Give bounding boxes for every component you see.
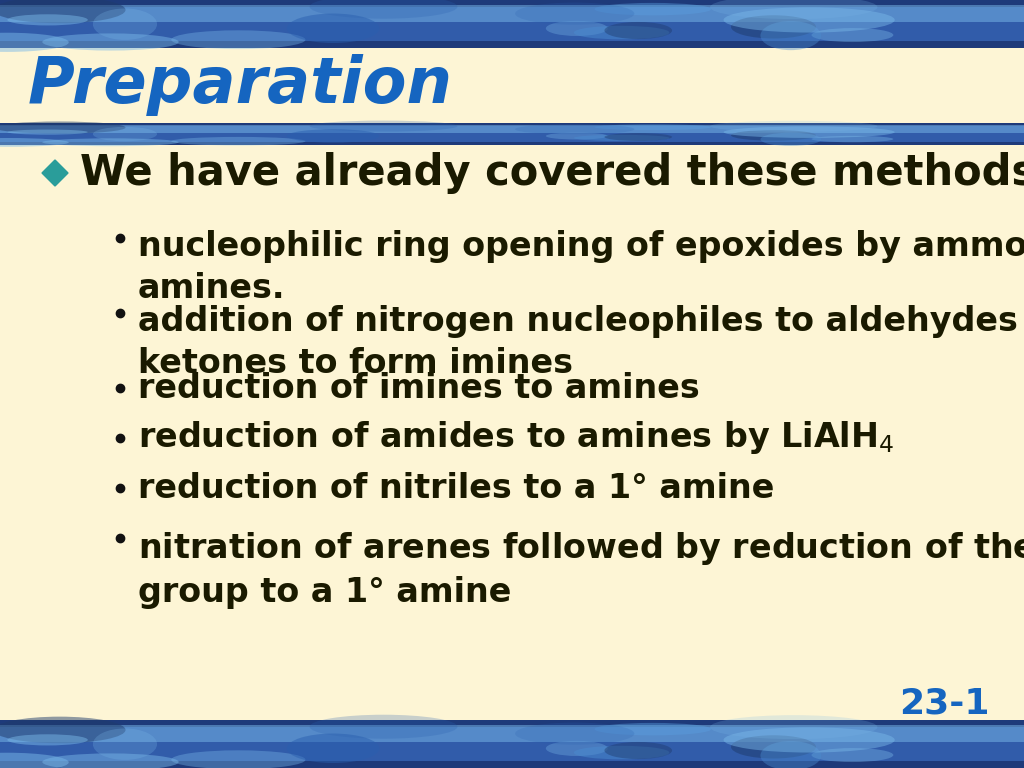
Text: reduction of amides to amines by LiAlH$_4$: reduction of amides to amines by LiAlH$_… [138,419,894,456]
Ellipse shape [710,715,878,739]
Ellipse shape [604,742,672,759]
Ellipse shape [287,14,380,43]
Ellipse shape [573,26,670,39]
Bar [0,123,1024,145]
Ellipse shape [93,729,157,760]
Text: We have already covered these methods: We have already covered these methods [80,152,1024,194]
Ellipse shape [42,753,178,768]
Ellipse shape [731,735,816,759]
Bar [0,7,1024,41]
Ellipse shape [93,127,157,141]
Ellipse shape [0,0,126,23]
Ellipse shape [171,137,305,145]
Ellipse shape [515,124,635,134]
Text: reduction of imines to amines: reduction of imines to amines [138,372,699,405]
Ellipse shape [604,133,672,141]
Ellipse shape [811,748,893,762]
Ellipse shape [0,121,126,134]
Bar [0,725,1024,742]
Ellipse shape [731,15,816,38]
Bar [0,0,1024,48]
Ellipse shape [287,733,380,763]
Ellipse shape [604,22,672,39]
Ellipse shape [93,8,157,40]
Bar [0,125,1024,133]
Ellipse shape [761,21,821,50]
Text: Preparation: Preparation [28,54,453,116]
Text: nucleophilic ring opening of epoxides by ammonia and
amines.: nucleophilic ring opening of epoxides by… [138,230,1024,305]
Ellipse shape [761,133,821,146]
Ellipse shape [546,21,608,36]
Text: reduction of nitriles to a 1° amine: reduction of nitriles to a 1° amine [138,472,774,505]
Ellipse shape [0,138,69,147]
Ellipse shape [710,0,878,19]
Ellipse shape [7,130,88,134]
Ellipse shape [42,34,178,51]
Ellipse shape [811,136,893,142]
Text: addition of nitrogen nucleophiles to aldehydes and
ketones to form imines: addition of nitrogen nucleophiles to ald… [138,305,1024,380]
Ellipse shape [171,30,305,49]
Bar [0,727,1024,761]
Text: 23-1: 23-1 [899,686,990,720]
Ellipse shape [573,135,670,141]
Bar [0,720,1024,768]
Bar [0,5,1024,22]
Polygon shape [42,160,68,186]
Ellipse shape [595,723,712,736]
Ellipse shape [0,33,69,52]
Ellipse shape [573,746,670,760]
Ellipse shape [309,715,458,739]
Ellipse shape [0,717,126,743]
Ellipse shape [515,2,635,25]
Ellipse shape [546,741,608,756]
Ellipse shape [595,124,712,130]
Ellipse shape [761,741,821,768]
Ellipse shape [546,133,608,140]
Ellipse shape [811,28,893,42]
Ellipse shape [515,723,635,745]
Ellipse shape [724,127,895,138]
Ellipse shape [42,138,178,146]
Ellipse shape [0,753,69,768]
Ellipse shape [309,121,458,131]
Ellipse shape [724,8,895,32]
Ellipse shape [309,0,458,18]
Ellipse shape [595,3,712,15]
Ellipse shape [731,130,816,141]
Ellipse shape [7,734,88,746]
Ellipse shape [171,750,305,768]
Ellipse shape [7,15,88,25]
Ellipse shape [287,129,380,143]
Ellipse shape [724,727,895,753]
Ellipse shape [710,121,878,132]
Text: nitration of arenes followed by reduction of the NO$_2$
group to a 1° amine: nitration of arenes followed by reductio… [138,530,1024,609]
Bar [0,126,1024,142]
